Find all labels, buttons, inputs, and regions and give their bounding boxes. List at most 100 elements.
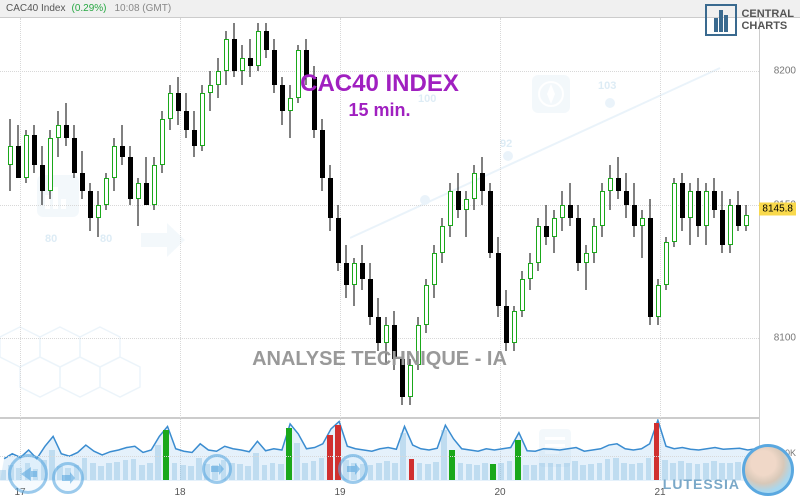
candlestick: [104, 18, 109, 418]
candlestick: [96, 18, 101, 418]
candlestick: [504, 18, 509, 418]
candlestick: [288, 18, 293, 418]
volume-bar: [139, 465, 145, 480]
volume-bar: [131, 459, 137, 480]
volume-bar: [409, 459, 415, 480]
candlestick: [312, 18, 317, 418]
volume-bar: [433, 462, 439, 480]
volume-bar: [515, 440, 521, 480]
candlestick: [472, 18, 477, 418]
candlestick: [224, 18, 229, 418]
candlestick: [464, 18, 469, 418]
volume-bar: [147, 463, 153, 480]
candlestick: [544, 18, 549, 418]
volume-bar: [0, 470, 6, 480]
volume-bar: [564, 463, 570, 480]
volume-bar: [384, 461, 390, 480]
candlestick: [416, 18, 421, 418]
candlestick: [712, 18, 717, 418]
nav-arrow-icon[interactable]: [202, 454, 232, 484]
volume-bar: [270, 463, 276, 480]
candlestick: [112, 18, 117, 418]
lutessia-brand: LUTESSIA: [663, 476, 740, 492]
current-price-tag: 8145.8: [759, 202, 796, 215]
candlestick: [40, 18, 45, 418]
candlestick: [8, 18, 13, 418]
logo-text-top: CENTRAL: [741, 8, 794, 20]
candlestick: [520, 18, 525, 418]
candlestick: [536, 18, 541, 418]
candlestick: [264, 18, 269, 418]
time-x-axis: 1718192021: [0, 480, 760, 500]
candlestick: [440, 18, 445, 418]
candlestick: [192, 18, 197, 418]
avatar-icon[interactable]: [742, 444, 794, 496]
candlestick: [568, 18, 573, 418]
volume-bar: [417, 463, 423, 480]
volume-bar: [556, 464, 562, 480]
volume-bar: [646, 458, 652, 480]
candlestick: [584, 18, 589, 418]
nav-next-small-button[interactable]: [52, 462, 84, 494]
candlestick: [336, 18, 341, 418]
candlestick: [344, 18, 349, 418]
candlestick: [280, 18, 285, 418]
candlestick: [152, 18, 157, 418]
candlestick: [656, 18, 661, 418]
candlestick: [56, 18, 61, 418]
volume-bar: [613, 458, 619, 480]
volume-bar: [368, 465, 374, 480]
nav-prev-button[interactable]: [8, 454, 48, 494]
volume-bar: [474, 465, 480, 480]
volume-bar: [621, 463, 627, 480]
candlestick: [488, 18, 493, 418]
candlestick: [64, 18, 69, 418]
volume-bar: [548, 463, 554, 480]
price-chart[interactable]: CAC40 INDEX 15 min. ANALYSE TECHNIQUE - …: [0, 18, 760, 418]
candlestick: [32, 18, 37, 418]
candlestick: [624, 18, 629, 418]
candlestick: [456, 18, 461, 418]
central-charts-logo: CENTRAL CHARTS: [705, 4, 794, 36]
candlestick: [600, 18, 605, 418]
volume-bar: [605, 459, 611, 480]
candlestick: [144, 18, 149, 418]
candlestick: [576, 18, 581, 418]
candlestick: [80, 18, 85, 418]
volume-bar: [262, 465, 268, 480]
candlestick: [480, 18, 485, 418]
candlestick: [240, 18, 245, 418]
volume-bar: [311, 461, 317, 480]
candlestick: [368, 18, 373, 418]
volume-bar: [597, 463, 603, 480]
volume-bar: [580, 465, 586, 480]
volume-chart[interactable]: [0, 418, 760, 480]
volume-bar: [180, 465, 186, 480]
volume-bar: [90, 463, 96, 480]
candlestick: [16, 18, 21, 418]
candlestick: [88, 18, 93, 418]
candlestick: [160, 18, 165, 418]
candlestick: [208, 18, 213, 418]
volume-bar: [588, 464, 594, 480]
candlestick: [728, 18, 733, 418]
candlestick: [272, 18, 277, 418]
price-y-axis: 8100815082008145.8: [760, 18, 800, 418]
volume-bar: [523, 465, 529, 480]
candlestick: [328, 18, 333, 418]
candlestick: [296, 18, 301, 418]
volume-bar: [466, 464, 472, 480]
volume-bar: [498, 463, 504, 480]
candlestick: [528, 18, 533, 418]
candlestick: [392, 18, 397, 418]
candlestick: [184, 18, 189, 418]
volume-bar: [572, 461, 578, 480]
nav-arrow-icon[interactable]: [338, 454, 368, 484]
candlestick: [304, 18, 309, 418]
volume-bar: [531, 465, 537, 480]
volume-bar: [237, 464, 243, 480]
candlestick: [128, 18, 133, 418]
candlestick: [248, 18, 253, 418]
candlestick: [256, 18, 261, 418]
candlestick: [632, 18, 637, 418]
